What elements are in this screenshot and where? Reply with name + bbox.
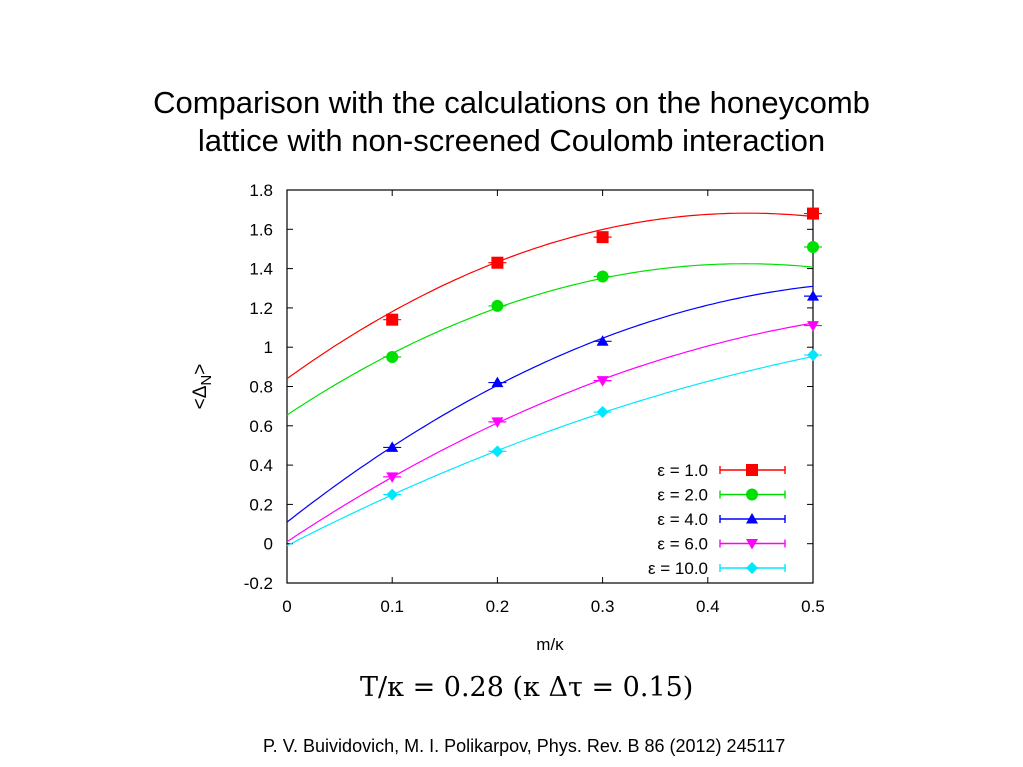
- y-tick-label: -0.2: [244, 574, 273, 593]
- data-point: [386, 441, 399, 452]
- fit-curve-1: [286, 212, 814, 380]
- y-tick-label: 0.2: [249, 495, 273, 514]
- data-point: [386, 472, 399, 483]
- slide-title-line1: Comparison with the calculations on the …: [153, 85, 870, 120]
- legend-label: ε = 4.0: [657, 510, 708, 529]
- legend-label: ε = 10.0: [648, 559, 708, 578]
- y-tick-label: 0.4: [249, 456, 273, 475]
- legend-marker: [746, 464, 758, 476]
- data-point: [596, 231, 609, 244]
- x-axis-label: m/κ: [536, 635, 564, 654]
- x-tick-label: 0.4: [696, 597, 720, 616]
- y-tick-label: 0.8: [249, 378, 273, 397]
- data-point: [807, 349, 819, 362]
- data-point: [386, 488, 399, 501]
- data-point: [491, 256, 504, 269]
- data-point: [807, 321, 819, 332]
- data-point: [491, 299, 504, 312]
- data-point: [807, 207, 819, 220]
- legend-marker: [746, 539, 758, 550]
- formula: T/κ = 0.28 (κ Δτ = 0.15): [360, 672, 694, 703]
- data-point: [807, 290, 819, 301]
- y-tick-label: 1.6: [249, 220, 273, 239]
- y-tick-label: 0: [264, 535, 273, 554]
- x-tick-label: 0.2: [486, 597, 510, 616]
- data-point: [491, 376, 504, 388]
- y-axis-label: <ΔN>: [190, 364, 215, 410]
- fit-curve-5: [286, 355, 814, 547]
- legend-label: ε = 2.0: [657, 486, 708, 505]
- slide-title-line2: lattice with non-screened Coulomb intera…: [197, 123, 826, 158]
- y-tick-label: 1: [264, 338, 273, 357]
- plot-frame: [286, 189, 814, 584]
- legend-marker: [746, 562, 758, 574]
- x-tick-label: 0: [282, 597, 291, 616]
- legend-marker: [746, 513, 758, 524]
- data-point: [386, 313, 399, 326]
- data-point: [386, 351, 399, 364]
- legend-label: ε = 6.0: [657, 535, 708, 554]
- slide-title: Comparison with the calculations on the …: [40, 84, 983, 160]
- x-tick-label: 0.5: [801, 597, 825, 616]
- x-tick-label: 0.3: [591, 597, 615, 616]
- fit-curve-3: [286, 285, 814, 523]
- x-tick-label: 0.1: [380, 597, 404, 616]
- data-point: [596, 406, 609, 419]
- fit-curve-4: [286, 322, 814, 543]
- data-point: [807, 240, 819, 253]
- data-point: [596, 335, 609, 346]
- citation: P. V. Buividovich, M. I. Polikarpov, Phy…: [263, 736, 786, 756]
- data-point: [491, 445, 504, 458]
- fit-curve-2: [286, 263, 814, 416]
- y-tick-label: 1.8: [249, 181, 273, 200]
- data-point: [596, 376, 609, 387]
- y-tick-label: 1.4: [249, 260, 273, 279]
- data-point: [596, 270, 609, 283]
- data-point: [491, 417, 504, 428]
- legend-marker: [746, 488, 758, 501]
- legend-label: ε = 1.0: [657, 461, 708, 480]
- y-tick-label: 1.2: [249, 299, 273, 318]
- y-tick-label: 0.6: [249, 417, 273, 436]
